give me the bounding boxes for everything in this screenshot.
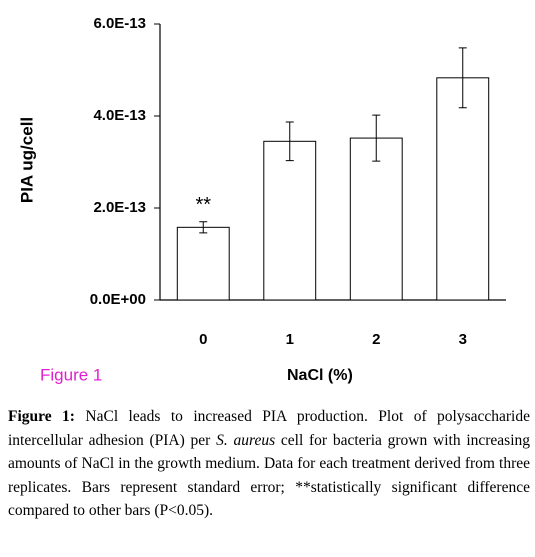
species: S. aureus [216,431,276,449]
error-bar [458,47,467,109]
x-tick-label: 3 [459,331,467,348]
bar [349,137,403,301]
y-tick-label: 0.0E+00 [90,291,146,308]
x-tick-label: 2 [372,331,380,348]
caption-label: Figure 1: [8,408,75,425]
x-axis-label: NaCl (%) [287,367,353,384]
bar [176,226,230,301]
bar [263,140,317,301]
y-tick-label: 6.0E-13 [93,15,146,32]
annotation: ** [195,194,211,216]
chart: PIA ug/cell NaCl (%) Figure 1 0.0E+00 2.0… [17,15,506,384]
error-bar [285,121,294,162]
error-bar [372,114,381,162]
y-tick-label: 2.0E-13 [93,199,146,216]
x-tick-label: 0 [199,331,207,348]
caption-text: cell for bacteria grown with increasing … [8,431,531,520]
y-tick-label: 4.0E-13 [93,107,146,124]
y-axis-label: PIA ug/cell [17,117,36,203]
error-bar [199,221,208,234]
bar [436,77,490,301]
caption: Figure 1: NaCl leads to increased PIA pr… [8,405,530,523]
x-tick-label: 1 [286,331,294,348]
figure-tag: Figure 1 [40,365,102,384]
caption-text: NaCl leads to increased PIA production. … [8,408,530,449]
